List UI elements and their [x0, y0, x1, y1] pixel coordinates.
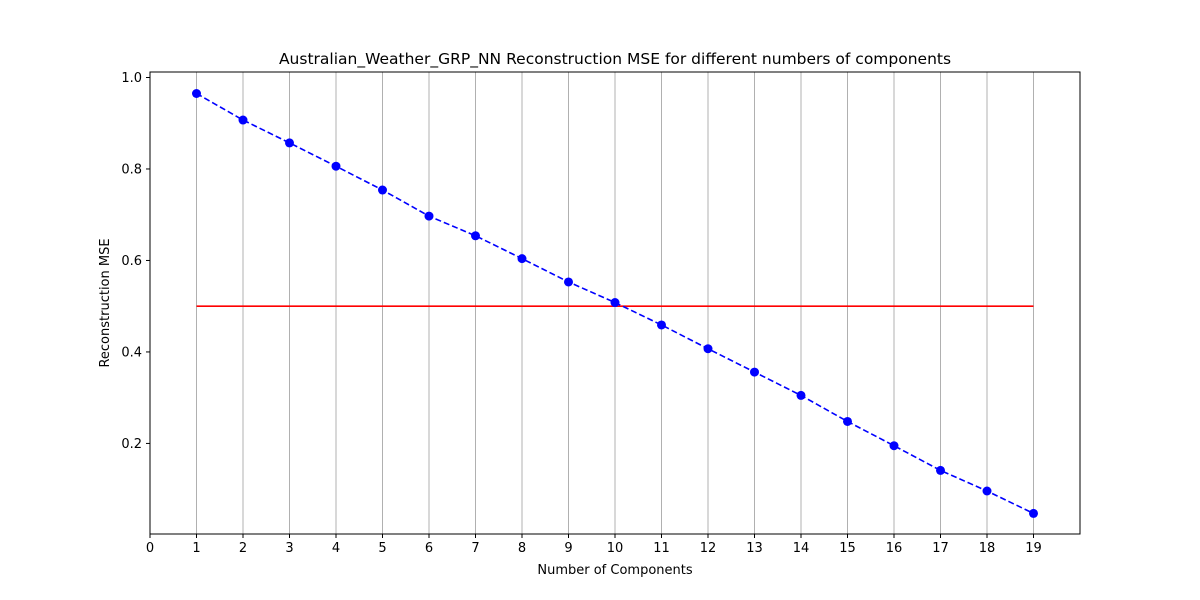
y-axis-ticks: 0.2 0.4 0.6 0.8 1.0 — [121, 71, 150, 452]
x-tick-label: 18 — [979, 541, 996, 556]
x-tick-label: 6 — [425, 541, 433, 556]
x-axis-ticks: 0 1 2 3 4 5 6 7 8 9 10 11 12 13 14 15 16 17 18 19 — [146, 534, 1042, 556]
mse-data-point — [192, 88, 201, 98]
mse-data-point — [517, 254, 527, 264]
y-tick-label: 1.0 — [121, 71, 142, 86]
y-tick-label: 0.8 — [121, 162, 142, 177]
x-axis-label: Number of Components — [537, 563, 692, 578]
chart-title: Australian_Weather_GRP_NN Reconstruction… — [279, 50, 951, 69]
mse-data-point — [889, 441, 899, 451]
mse-data-point — [564, 277, 573, 287]
mse-data-point — [703, 344, 713, 354]
mse-data-point — [424, 211, 434, 221]
x-tick-label: 11 — [653, 541, 670, 556]
x-tick-label: 14 — [793, 541, 810, 556]
mse-data-point — [750, 367, 759, 377]
x-tick-label: 19 — [1025, 541, 1042, 556]
x-tick-label: 1 — [192, 541, 200, 556]
mse-data-point — [657, 320, 666, 330]
x-tick-label: 0 — [146, 541, 154, 556]
x-tick-label: 3 — [285, 541, 293, 556]
x-tick-label: 4 — [332, 541, 340, 556]
mse-data-point — [936, 465, 945, 475]
y-axis-label: Reconstruction MSE — [98, 238, 113, 367]
x-tick-label: 5 — [378, 541, 386, 556]
x-tick-label: 8 — [518, 541, 526, 556]
x-tick-label: 17 — [932, 541, 949, 556]
y-tick-label: 0.6 — [121, 254, 142, 269]
series-layer — [192, 88, 1038, 518]
x-tick-label: 16 — [886, 541, 903, 556]
x-tick-label: 9 — [564, 541, 572, 556]
mse-data-point — [471, 231, 480, 241]
mse-data-point — [331, 161, 341, 171]
grid-lines — [196, 72, 1034, 534]
x-tick-label: 7 — [471, 541, 479, 556]
x-tick-label: 15 — [839, 541, 856, 556]
mse-data-point — [982, 486, 992, 496]
mse-data-point — [285, 138, 294, 148]
y-tick-label: 0.4 — [121, 345, 142, 360]
mse-data-point — [378, 185, 387, 195]
mse-data-point — [1029, 508, 1038, 518]
mse-data-point — [610, 298, 620, 308]
mse-data-point — [843, 416, 852, 426]
x-tick-label: 2 — [239, 541, 247, 556]
mse-data-point — [796, 390, 806, 400]
mse-data-point — [238, 115, 248, 125]
x-tick-label: 12 — [700, 541, 717, 556]
x-tick-label: 10 — [607, 541, 624, 556]
x-tick-label: 13 — [746, 541, 763, 556]
y-tick-label: 0.2 — [121, 437, 142, 452]
